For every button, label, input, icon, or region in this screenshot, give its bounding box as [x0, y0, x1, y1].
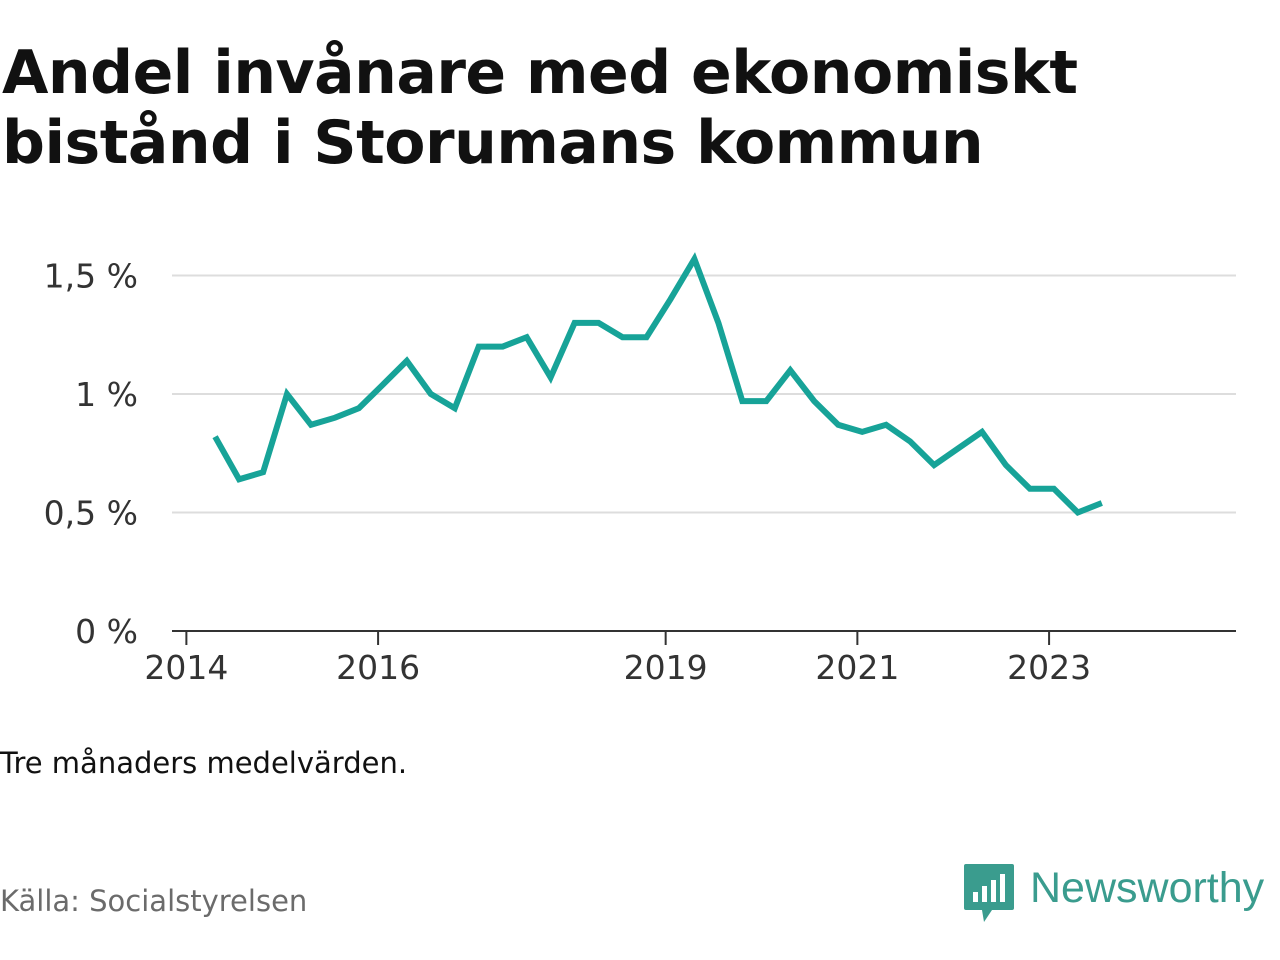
source-credit: Källa: Socialstyrelsen [0, 884, 308, 918]
x-tick-label: 2019 [624, 648, 708, 687]
data-point [668, 296, 674, 302]
data-point [500, 344, 506, 350]
data-point [739, 398, 745, 404]
data-point [212, 434, 218, 440]
data-point [404, 358, 410, 364]
x-tick-label: 2021 [815, 648, 899, 687]
line-chart: 0 % 0,5 % 1 % 1,5 % 2014 2016 2019 2021 2023 [44, 252, 1236, 687]
data-point [476, 344, 482, 350]
brand-name: Newsworthy [1030, 864, 1265, 912]
data-point [356, 405, 362, 411]
data-point [284, 391, 290, 397]
data-point [572, 320, 578, 326]
data-point [308, 422, 314, 428]
data-point [715, 320, 721, 326]
chart-note: Tre månaders medelvärden. [0, 746, 408, 780]
data-point [835, 422, 841, 428]
chart-title: Andel invånare med ekonomiskt bistånd i … [2, 38, 1078, 178]
data-point [691, 256, 697, 262]
data-point [859, 429, 865, 435]
data-point [524, 334, 530, 340]
data-point [236, 476, 242, 482]
x-tick-label: 2016 [336, 648, 420, 687]
brand-logo: Newsworthy [962, 862, 1264, 926]
series-line [212, 252, 1103, 517]
y-tick-labels: 0 % 0,5 % 1 % 1,5 % [44, 257, 138, 651]
y-tick-label: 1,5 % [44, 257, 138, 296]
data-point [787, 367, 793, 373]
x-tick-label: 2023 [1007, 648, 1091, 687]
y-tick-label: 0 % [75, 612, 138, 651]
data-point [931, 462, 937, 468]
data-point [979, 429, 985, 435]
x-tick-label: 2014 [144, 648, 228, 687]
x-axis [172, 630, 1236, 645]
data-point [1027, 486, 1033, 492]
data-point [380, 382, 386, 388]
data-point [596, 320, 602, 326]
data-point [883, 422, 889, 428]
gridlines [172, 274, 1236, 514]
data-point [907, 438, 913, 444]
bar-chart-speech-bubble-icon [964, 864, 1014, 922]
data-point [452, 405, 458, 411]
data-point [260, 469, 266, 475]
y-tick-label: 1 % [75, 375, 138, 414]
data-point [763, 398, 769, 404]
data-point [1075, 510, 1081, 516]
data-point [620, 334, 626, 340]
data-point [955, 446, 961, 452]
data-point [1003, 462, 1009, 468]
y-tick-label: 0,5 % [44, 494, 138, 533]
data-point [811, 398, 817, 404]
data-series [212, 252, 1105, 517]
data-point [548, 374, 554, 380]
data-point [332, 415, 338, 421]
data-point [428, 391, 434, 397]
data-point [1099, 500, 1105, 506]
data-point [1051, 486, 1057, 492]
data-point [644, 334, 650, 340]
x-tick-labels: 2014 2016 2019 2021 2023 [144, 648, 1091, 687]
